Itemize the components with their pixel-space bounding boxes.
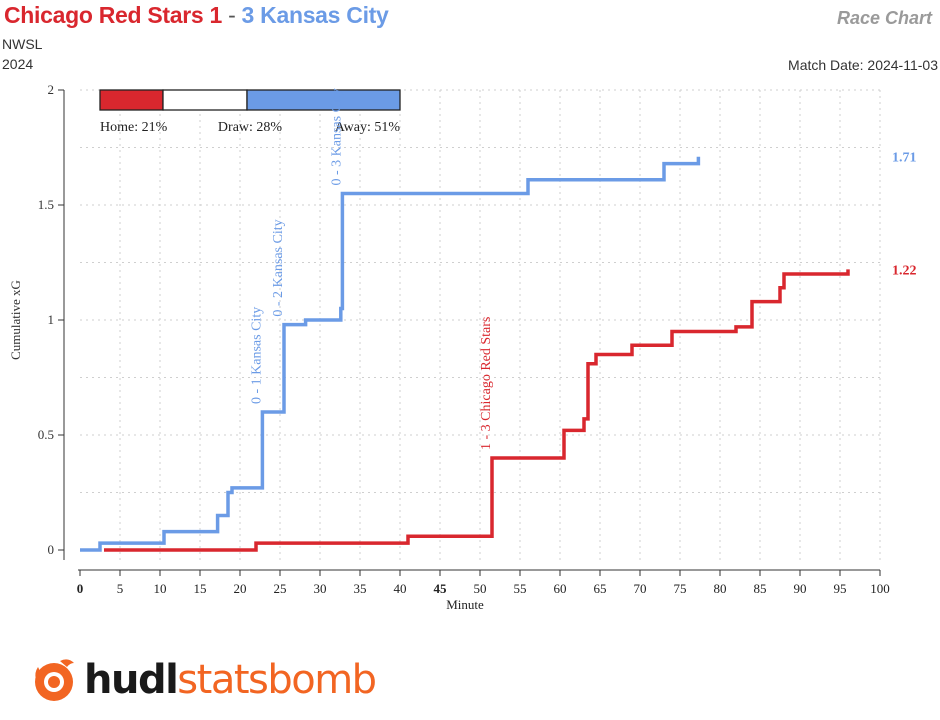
x-tick-label: 20 xyxy=(234,581,247,596)
win-prob-draw-label: Draw: 28% xyxy=(218,120,282,135)
win-probability-bar: Home: 21% Draw: 28% Away: 51% xyxy=(99,89,401,135)
logo-text-hudl: hudl xyxy=(84,657,179,703)
away-xg-line xyxy=(80,156,701,552)
x-tick-label: 35 xyxy=(354,581,367,596)
win-prob-away-label: Away: 51% xyxy=(335,120,401,135)
goal-annotation: 0 - 2 Kansas City xyxy=(271,219,286,316)
match-date: Match Date: 2024-11-03 xyxy=(788,57,938,73)
season-label: 2024 xyxy=(2,56,34,72)
x-tick-label: 10 xyxy=(154,581,167,596)
league-label: NWSL xyxy=(2,36,43,52)
win-prob-draw-segment xyxy=(162,89,248,111)
logo-wordmark: hudlstatsbomb xyxy=(84,657,377,703)
x-tick-label: 30 xyxy=(314,581,327,596)
y-tick-label: 0 xyxy=(48,542,55,557)
hudl-statsbomb-logo: hudlstatsbomb xyxy=(30,652,377,708)
y-tick-label: 1.5 xyxy=(38,197,54,212)
x-tick-label: 50 xyxy=(474,581,487,596)
away-final-xg-label: 1.71 xyxy=(892,151,917,166)
x-tick-label: 45 xyxy=(434,581,448,596)
chart-grid xyxy=(80,89,881,560)
x-tick-label: 15 xyxy=(194,581,207,596)
x-tick-label: 85 xyxy=(754,581,767,596)
x-tick-label: 90 xyxy=(794,581,807,596)
y-tick-label: 1 xyxy=(48,312,55,327)
x-tick-label: 5 xyxy=(117,581,124,596)
statsbomb-logo-icon xyxy=(35,659,74,701)
x-tick-label: 0 xyxy=(77,581,84,596)
race-chart-label: Race Chart xyxy=(836,8,932,28)
home-score: 1 xyxy=(209,2,223,28)
chart-axes: 0 0.5 1 1.5 2 Cumulative xG 0 5 10 15 20 25 30 35 40 45… xyxy=(8,82,890,612)
home-team-name: Chicago Red Stars xyxy=(4,2,204,28)
x-tick-label: 80 xyxy=(714,581,727,596)
win-prob-away-segment xyxy=(246,89,401,111)
goal-annotation: 0 - 1 Kansas City xyxy=(249,307,264,404)
x-tick-label: 100 xyxy=(870,581,890,596)
x-tick-label: 95 xyxy=(834,581,847,596)
away-team-name: Kansas City xyxy=(260,2,389,28)
logo-text-statsbomb: statsbomb xyxy=(177,657,377,703)
win-prob-home-label: Home: 21% xyxy=(100,120,168,135)
chart-title: Chicago Red Stars 1 - 3 Kansas City xyxy=(4,2,389,29)
y-tick-label: 0.5 xyxy=(38,427,54,442)
win-prob-home-segment xyxy=(99,89,164,111)
title-separator: - xyxy=(228,2,236,28)
goal-annotation: 0 - 3 Kansas City xyxy=(329,88,344,185)
x-axis-label: Minute xyxy=(446,597,484,612)
goal-annotation: 1 - 3 Chicago Red Stars xyxy=(479,317,494,450)
x-tick-label: 40 xyxy=(394,581,407,596)
away-score: 3 xyxy=(241,2,255,28)
home-final-xg-label: 1.22 xyxy=(892,263,917,278)
x-tick-label: 60 xyxy=(554,581,567,596)
y-tick-label: 2 xyxy=(48,82,55,97)
x-tick-label: 70 xyxy=(634,581,647,596)
x-tick-label: 75 xyxy=(674,581,687,596)
xg-lines: 1.71 1.22 xyxy=(80,151,917,552)
x-tick-label: 55 xyxy=(514,581,527,596)
home-xg-line xyxy=(104,269,850,552)
x-tick-label: 65 xyxy=(594,581,607,596)
y-axis-label: Cumulative xG xyxy=(8,280,23,360)
x-tick-label: 25 xyxy=(274,581,287,596)
goal-annotations: 0 - 1 Kansas City 0 - 2 Kansas City 0 - 3 … xyxy=(249,88,494,450)
